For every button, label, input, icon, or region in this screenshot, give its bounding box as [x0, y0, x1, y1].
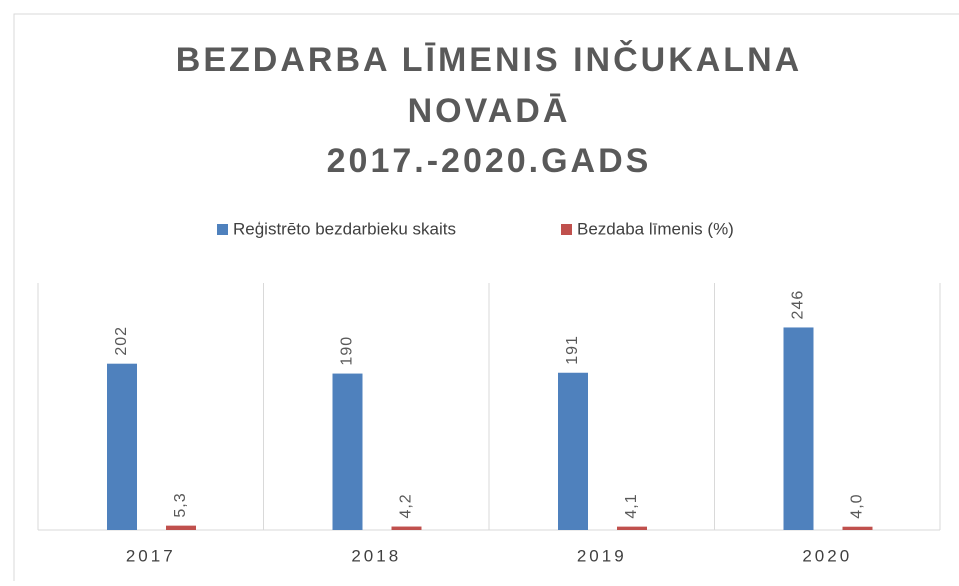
data-label: 246: [790, 290, 807, 320]
chart-title: 2017.-2020.GADS: [327, 142, 652, 180]
bar: [783, 327, 814, 530]
bar: [558, 372, 588, 530]
bar: [166, 525, 196, 530]
data-label: 191: [564, 335, 581, 365]
bar: [842, 526, 873, 530]
data-label: 202: [113, 326, 130, 356]
bar: [107, 363, 137, 530]
chart-title: NOVADĀ: [408, 92, 571, 130]
bar: [332, 373, 363, 530]
bar: [391, 526, 422, 530]
data-label: 4,1: [623, 493, 640, 518]
legend-label: Bezdaba līmenis (%): [577, 219, 734, 238]
x-tick-label: 2017: [126, 546, 176, 565]
data-label: 190: [339, 336, 356, 366]
bar: [617, 526, 647, 530]
legend-label: Reģistrēto bezdarbieku skaits: [233, 219, 456, 238]
x-tick-label: 2019: [577, 546, 627, 565]
x-tick-label: 2018: [351, 546, 401, 565]
legend-swatch: [561, 224, 572, 235]
data-label: 4,2: [398, 493, 415, 518]
legend-swatch: [217, 224, 228, 235]
chart-title: BEZDARBA LĪMENIS INČUKALNA: [176, 40, 802, 79]
data-label: 4,0: [849, 493, 866, 518]
x-tick-label: 2020: [802, 546, 852, 565]
data-label: 5,3: [172, 492, 189, 517]
